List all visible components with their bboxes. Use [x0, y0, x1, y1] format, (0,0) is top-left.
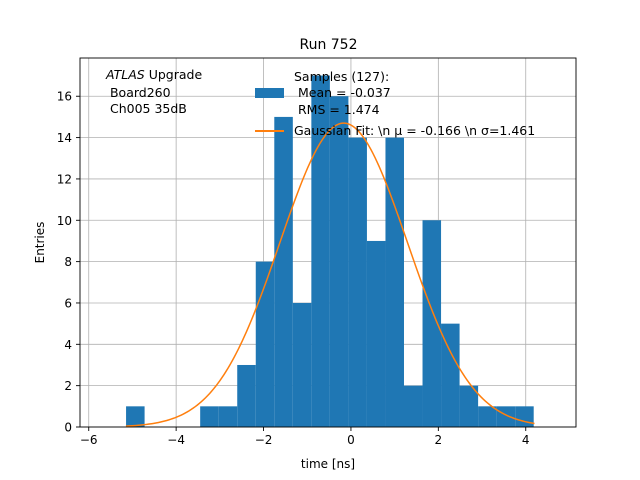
y-tick-label: 4	[64, 338, 72, 352]
histogram-bar	[311, 75, 330, 428]
x-tick-label: −6	[80, 433, 98, 447]
histogram-bar	[126, 406, 145, 427]
annotation-italic: ATLAS	[105, 67, 145, 82]
histogram-bar	[237, 364, 256, 427]
annotation-board: Board260	[106, 85, 171, 100]
y-axis-label: Entries	[33, 222, 47, 264]
histogram-bar	[422, 220, 442, 427]
x-tick-label: −4	[167, 433, 185, 447]
legend-fit-label: Gaussian Fit: \n μ = -0.166 \n σ=1.461	[294, 123, 535, 138]
histogram-bar	[403, 385, 423, 427]
x-tick-label: 4	[522, 433, 530, 447]
annotation-rest: Upgrade	[145, 67, 203, 82]
svg-text:ATLAS Upgrade: ATLAS Upgrade	[105, 67, 202, 82]
histogram-bar	[515, 406, 534, 427]
histogram-bar	[385, 137, 404, 427]
legend-samples-line1: Samples (127):	[294, 69, 389, 84]
y-axis-ticks: 0 2 4 6 8 10 12 14 16	[57, 90, 80, 435]
y-tick-label: 12	[57, 172, 72, 186]
histogram-bar	[478, 406, 497, 427]
x-axis-label: time [ns]	[301, 457, 355, 471]
y-tick-label: 8	[64, 255, 72, 269]
chart-title: Run 752	[299, 37, 357, 53]
annotation-channel: Ch005 35dB	[106, 101, 187, 116]
y-tick-label: 16	[57, 90, 72, 104]
histogram-bar	[255, 261, 275, 427]
histogram-bar	[496, 406, 516, 427]
histogram-bars	[126, 75, 534, 428]
gaussian-fit-line	[125, 122, 535, 427]
histogram-bar	[329, 96, 349, 427]
histogram-bar	[366, 240, 386, 427]
histogram-bar	[441, 323, 460, 427]
histogram-bar	[292, 302, 312, 427]
y-tick-label: 14	[57, 131, 72, 145]
atlas-annotation: ATLAS Upgrade Board260 Ch005 35dB	[105, 67, 202, 116]
histogram-bar	[218, 406, 238, 427]
plot-frame	[79, 57, 577, 428]
legend-samples-patch	[255, 88, 284, 98]
y-tick-label: 0	[64, 421, 72, 435]
legend-samples-line3: RMS = 1.474	[294, 102, 380, 117]
histogram-bar	[274, 116, 293, 428]
y-tick-label: 2	[64, 379, 72, 393]
histogram-bar	[200, 406, 219, 427]
x-axis-ticks: −6 −4 −2 0 2 4	[80, 427, 530, 447]
histogram-bar	[459, 385, 479, 427]
x-tick-label: 0	[347, 433, 355, 447]
y-tick-label: 6	[64, 296, 72, 310]
legend-samples-line2: Mean = -0.037	[294, 85, 391, 100]
y-tick-label: 10	[57, 214, 72, 228]
histogram-bar	[348, 137, 367, 427]
x-tick-label: −2	[255, 433, 273, 447]
legend: Samples (127): Mean = -0.037 RMS = 1.474…	[255, 69, 535, 138]
x-tick-label: 2	[435, 433, 443, 447]
